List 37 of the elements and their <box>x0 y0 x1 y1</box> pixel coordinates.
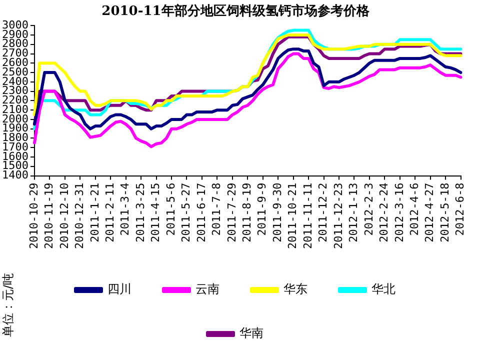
y-axis-title: 单位：元/吨 <box>1 272 15 340</box>
x-tick-label: 2010-12-31 <box>73 182 86 250</box>
y-tick-label: 1400 <box>2 168 28 182</box>
x-tick-label: 2011-10-21 <box>286 182 300 250</box>
x-tick-label: 2011-11-11 <box>301 182 314 250</box>
x-tick-label: 2012-4-27 <box>423 182 436 242</box>
legend-label: 华北 <box>372 282 396 296</box>
x-tick-label: 2012-2-3 <box>362 182 376 236</box>
x-tick-label: 2011-2-11 <box>103 182 116 242</box>
x-tick-label: 2011-6-17 <box>194 182 208 242</box>
x-tick-label: 2012-1-13 <box>347 182 360 242</box>
x-tick-label: 2011-12-23 <box>332 182 345 250</box>
x-tick-label: 2011-4-15 <box>149 182 162 242</box>
x-tick-label: 2011-3-25 <box>134 182 147 242</box>
x-tick-label: 2011-7-8 <box>210 182 224 236</box>
chart-title: 2010-11年部分地区饲料级氢钙市场参考价格 <box>102 3 370 20</box>
legend-label: 四川 <box>108 282 132 296</box>
x-tick-label: 2012-4-6 <box>408 182 421 236</box>
x-tick-label: 2011-9-30 <box>270 182 284 242</box>
x-tick-label: 2011-1-21 <box>88 182 102 242</box>
x-tick-label: 2011-7-29 <box>225 182 238 242</box>
x-tick-label: 2012-3-16 <box>392 182 406 242</box>
x-tick-label: 2010-11-19 <box>42 182 56 250</box>
x-tick-label: 2012-6-8 <box>454 182 467 236</box>
x-tick-label: 2011-5-27 <box>180 182 193 242</box>
x-tick-label: 2011-5-6 <box>164 182 178 236</box>
legend-label: 云南 <box>196 282 220 296</box>
x-tick-label: 2011-9-9 <box>256 182 269 236</box>
x-tick-label: 2010-10-29 <box>27 182 40 250</box>
x-tick-label: 2010-12-10 <box>58 182 71 250</box>
x-tick-label: 2012-2-24 <box>378 182 391 242</box>
x-tick-label: 2011-8-19 <box>240 182 254 242</box>
legend-label: 华东 <box>284 282 308 296</box>
x-tick-label: 2012-5-18 <box>438 182 452 242</box>
x-tick-label: 2011-12-2 <box>316 182 330 242</box>
legend-label: 华南 <box>240 326 264 340</box>
x-tick-label: 2011-3-4 <box>118 182 132 236</box>
